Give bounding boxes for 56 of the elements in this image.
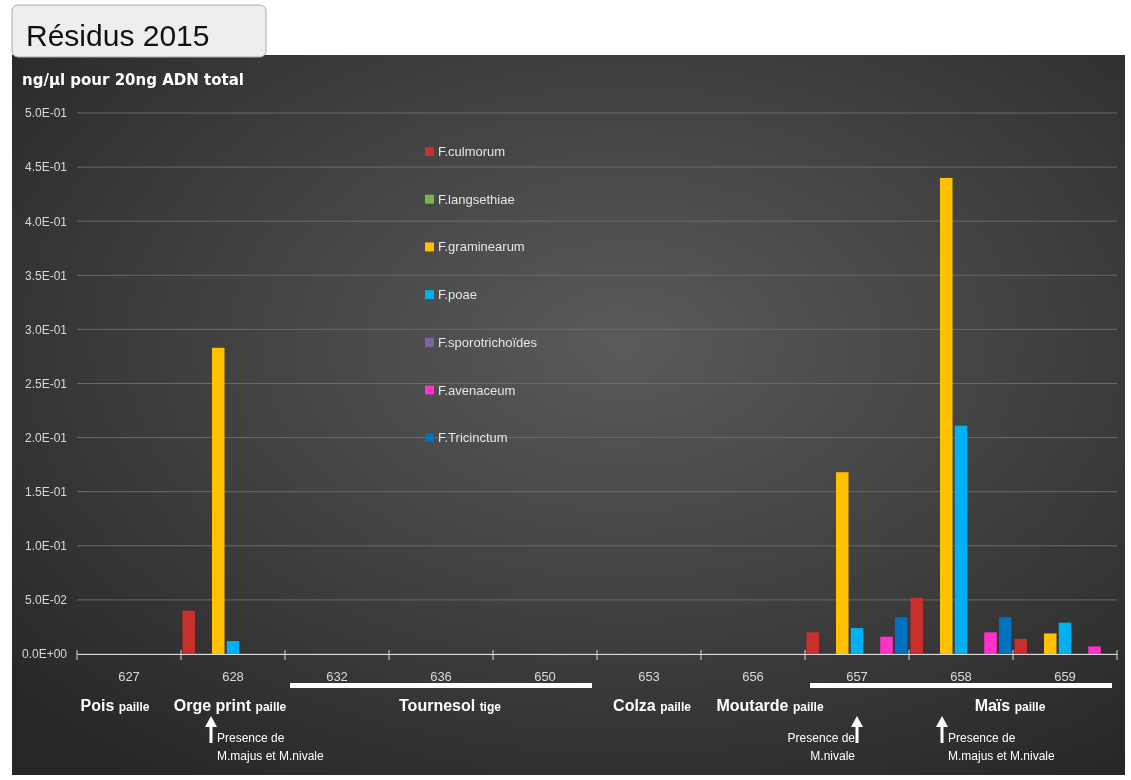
text: Colza paille	[613, 697, 692, 714]
x-tick-label: 628	[222, 669, 244, 685]
chart-title: Résidus 2015	[26, 19, 210, 52]
legend-label: F.graminearum	[438, 239, 525, 255]
bar	[226, 641, 240, 654]
y-tick-label: 3.0E-01	[24, 322, 68, 337]
y-tick-label: 1.0E-01	[24, 539, 68, 554]
x-tick-label: 653	[638, 669, 660, 685]
bar	[939, 177, 953, 654]
x-tick-label: 658	[950, 669, 972, 685]
legend-label: F.culmorum	[438, 144, 506, 159]
text: Presence de M.majus et M.nivale	[948, 731, 1056, 763]
x-tick-label: 656	[742, 669, 764, 685]
text: Presence de M.majus et M.nivale	[217, 731, 325, 763]
bar	[182, 610, 196, 654]
text: Pois paille	[80, 697, 150, 714]
bar	[850, 628, 864, 654]
bar	[1058, 622, 1072, 654]
y-tick-label: 5.0E-02	[24, 593, 68, 608]
y-tick-label: 4.0E-01	[24, 214, 68, 229]
bar	[984, 632, 997, 654]
y-tick-label: 4.5E-01	[24, 160, 68, 175]
text: Maïs paille	[974, 697, 1046, 714]
bar	[954, 425, 968, 654]
legend-label: F.avenaceum	[438, 382, 516, 398]
y-tick-label: 1.5E-01	[24, 485, 68, 500]
text: Moutarde paille	[716, 697, 824, 714]
bar	[1014, 638, 1028, 654]
bar	[880, 636, 893, 654]
legend-label: F.Tricinctum	[438, 430, 508, 446]
bar	[998, 617, 1012, 654]
text: Tournesol tige	[399, 697, 502, 714]
bar	[894, 617, 908, 654]
y-tick-label: 2.0E-01	[24, 430, 68, 445]
legend-label: F.poae	[438, 287, 478, 303]
legend-label: F.langsethiae	[438, 191, 515, 207]
bar	[806, 632, 820, 654]
bar	[910, 597, 924, 654]
y-axis-title: ng/µl pour 20ng ADN total	[22, 71, 244, 89]
bar	[1088, 646, 1101, 654]
text: Presence de M.nivale	[787, 731, 856, 763]
bar	[1043, 633, 1057, 654]
text: Orge print paille	[173, 697, 287, 714]
x-tick-label: 650	[534, 669, 556, 685]
x-tick-label: 636	[430, 669, 452, 685]
x-tick-label: 632	[326, 669, 348, 685]
y-tick-label: 2.5E-01	[24, 376, 68, 391]
bar	[835, 472, 849, 654]
bar	[211, 347, 225, 654]
y-tick-label: 0.0E+00	[21, 647, 68, 662]
y-tick-label: 5.0E-01	[24, 106, 68, 121]
x-tick-label: 627	[118, 669, 140, 685]
y-tick-label: 3.5E-01	[24, 268, 68, 283]
x-tick-label: 657	[846, 669, 868, 685]
legend-label: F.sporotrichoïdes	[438, 334, 538, 350]
x-tick-label: 659	[1054, 669, 1076, 685]
